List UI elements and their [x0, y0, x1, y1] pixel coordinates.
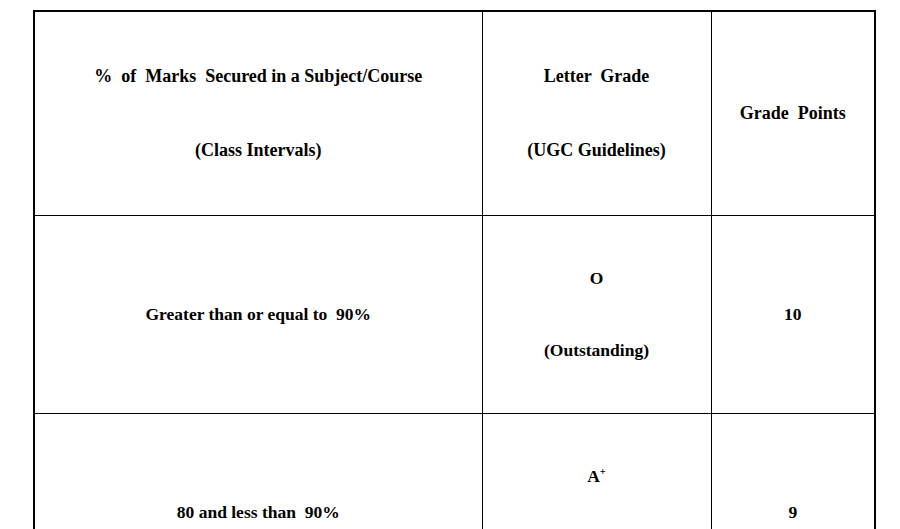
header-marks-line1: % of Marks Secured in a Subject/Course — [39, 64, 478, 89]
grade-superscript: + — [600, 466, 606, 477]
points-cell: 9 — [711, 413, 875, 529]
grade-letter: A+ — [487, 464, 707, 488]
grading-table: % of Marks Secured in a Subject/Course (… — [33, 10, 876, 529]
grade-cell: O (Outstanding) — [482, 215, 711, 413]
interval-cell: Greater than or equal to 90% — [34, 215, 482, 413]
grade-descriptor: (Outstanding) — [487, 338, 707, 362]
header-cell-letter-grade: Letter Grade (UGC Guidelines) — [482, 11, 711, 215]
table-row: 80 and less than 90% A+ (Excellent) 9 — [34, 413, 875, 529]
interval-cell: 80 and less than 90% — [34, 413, 482, 529]
grade-letter: O — [487, 266, 707, 290]
header-cell-grade-points: Grade Points — [711, 11, 875, 215]
table-header-row: % of Marks Secured in a Subject/Course (… — [34, 11, 875, 215]
grade-cell: A+ (Excellent) — [482, 413, 711, 529]
table-row: Greater than or equal to 90% O (Outstand… — [34, 215, 875, 413]
points-cell: 10 — [711, 215, 875, 413]
header-letter-grade-line2: (UGC Guidelines) — [487, 138, 707, 163]
header-letter-grade-line1: Letter Grade — [487, 64, 707, 89]
header-cell-marks: % of Marks Secured in a Subject/Course (… — [34, 11, 482, 215]
page-canvas: % of Marks Secured in a Subject/Course (… — [0, 0, 900, 529]
header-marks-line2: (Class Intervals) — [39, 138, 478, 163]
